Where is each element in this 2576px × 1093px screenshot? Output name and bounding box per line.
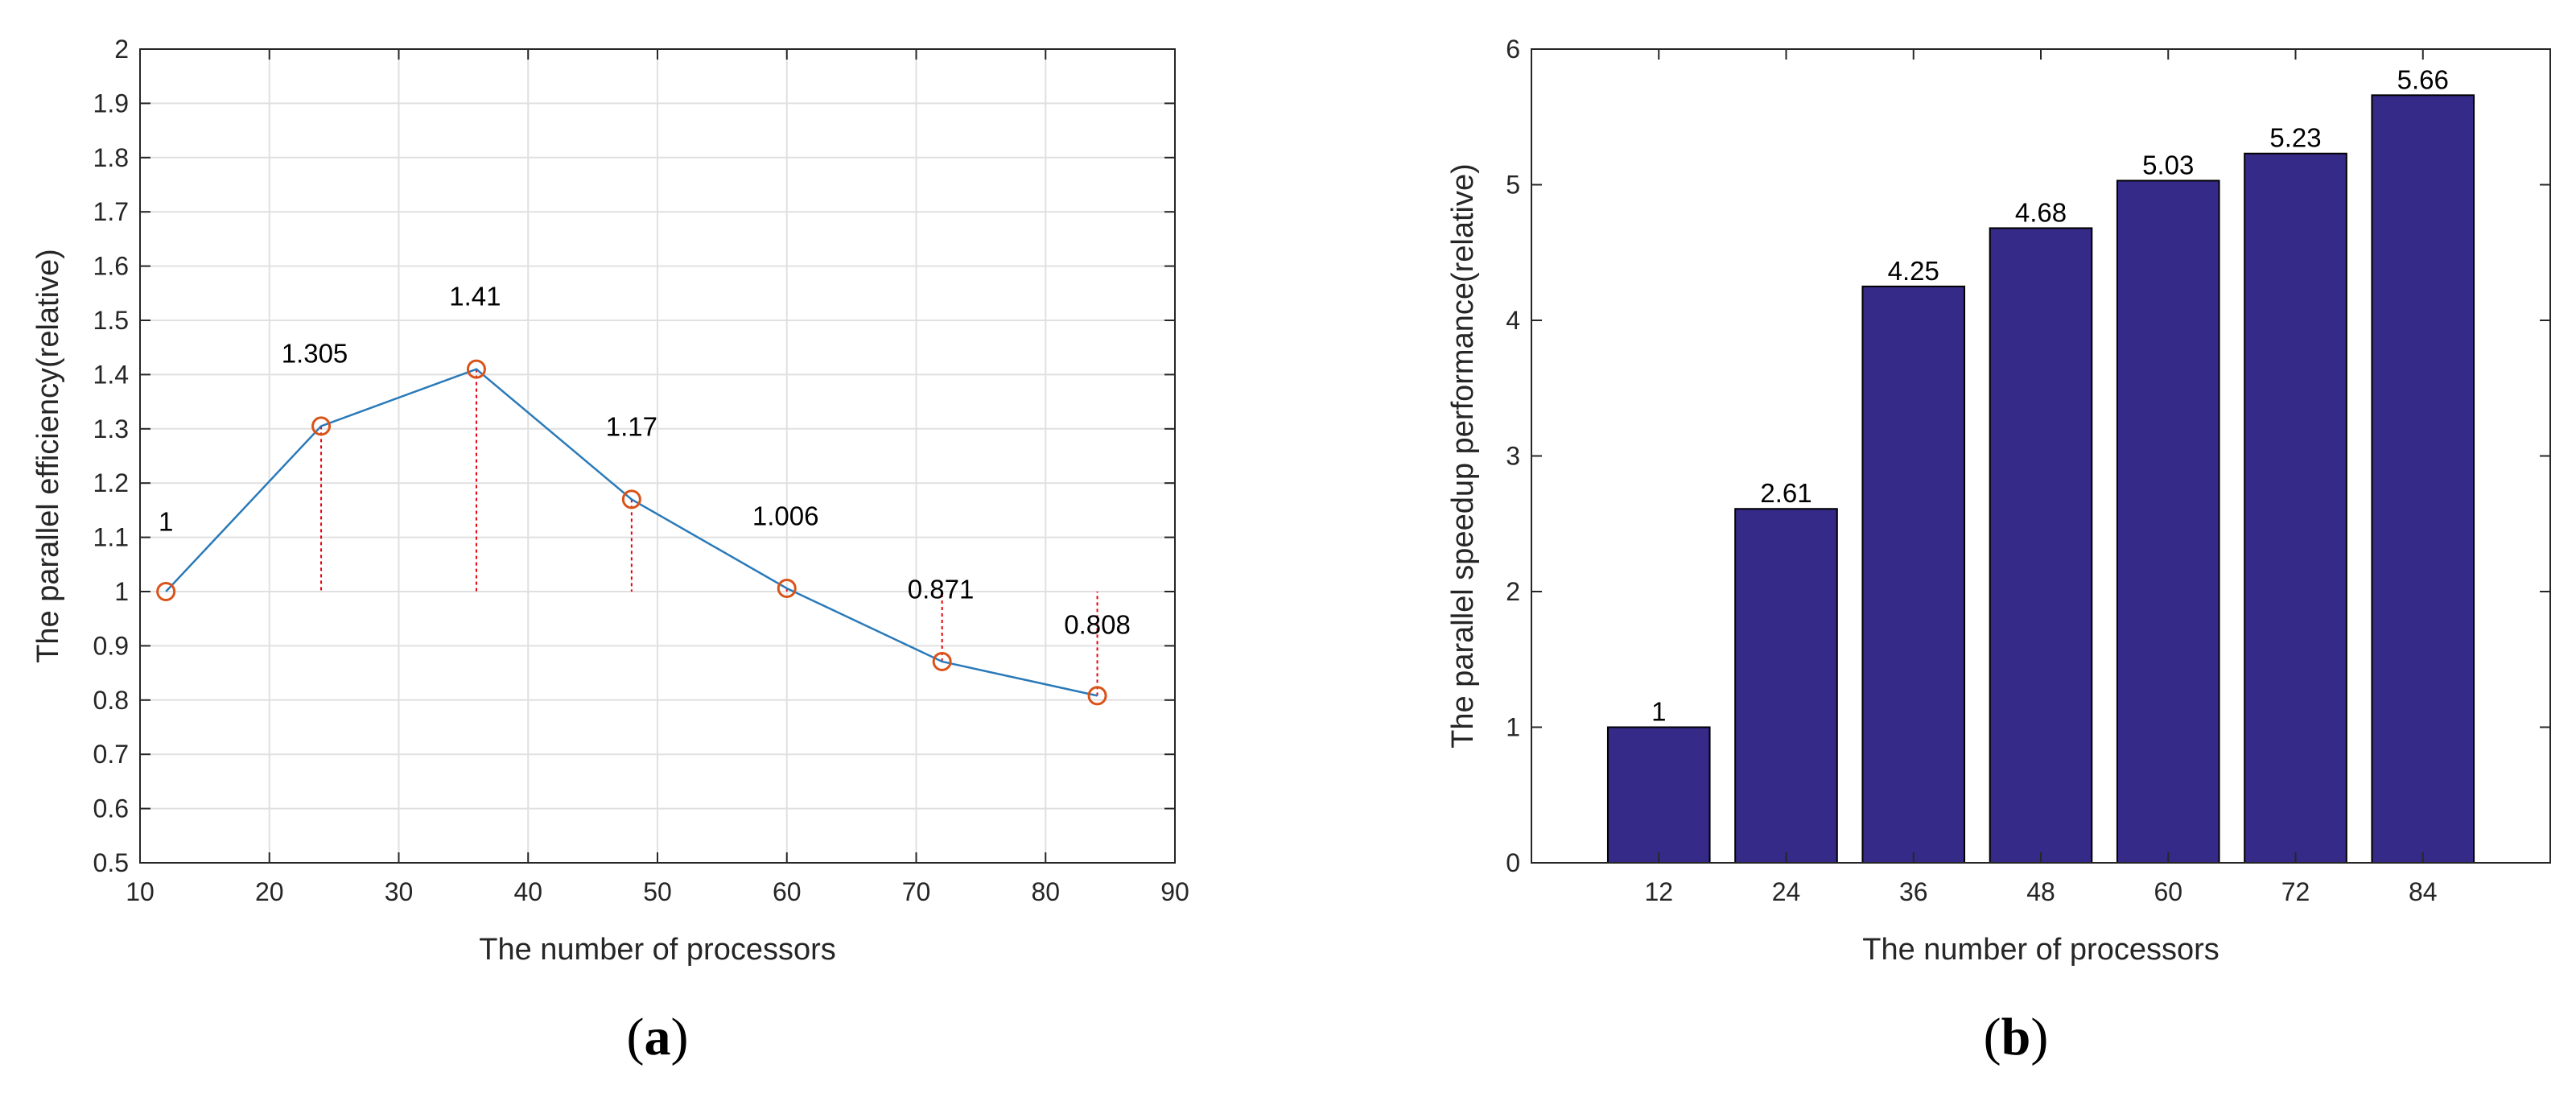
bar: [1861, 285, 1966, 864]
y-tick-label: 0.6: [93, 794, 129, 823]
x-tick-label: 20: [255, 877, 284, 906]
x-tick-label: 90: [1160, 877, 1189, 906]
y-tick-label: 5: [1506, 171, 1520, 200]
bar-value-label: 5.23: [2269, 123, 2321, 153]
bar-value-label: 2.61: [1760, 478, 1811, 508]
grid-lines: [139, 48, 1176, 864]
panel-caption-letter: a: [645, 1008, 671, 1066]
data-point-marker: [777, 578, 797, 598]
y-tick-label: 0.7: [93, 740, 129, 769]
data-labels: 1 2.61 4.25 4.68 5.03 5.23 5.66: [1651, 64, 2449, 726]
y-tick-label: 1.3: [93, 415, 129, 443]
panel-caption: (a): [627, 1008, 689, 1066]
bars: [1606, 94, 2475, 864]
efficiency-series-markers: [156, 359, 1107, 706]
x-tick-label: 70: [902, 877, 931, 906]
y-tick-label: 1.6: [93, 252, 129, 281]
panel-caption: (b): [1984, 1008, 2049, 1066]
y-tick-label: 6: [1506, 35, 1520, 64]
bar: [1606, 726, 1711, 864]
drop-lines: [320, 369, 1098, 696]
y-tick-label: 1.5: [93, 306, 129, 335]
bar-value-label: 1: [1651, 697, 1666, 727]
x-tick-label: 60: [2154, 877, 2182, 906]
y-tick-label: 1: [114, 577, 129, 606]
x-tick-label: 10: [126, 877, 155, 906]
data-label: 0.871: [908, 575, 975, 604]
bar: [1989, 227, 2093, 864]
y-tick-label: 4: [1506, 306, 1520, 335]
bar: [2116, 179, 2220, 864]
y-axis-ticks: 0.5 0.6 0.7 0.8 0.9 1 1.1 1.2 1.3 1.4 1.5 1.6 1.7 1.8…: [93, 35, 1175, 877]
data-point-marker: [156, 582, 176, 601]
y-tick-label: 0.8: [93, 686, 129, 715]
panel-caption-letter: b: [2001, 1008, 2031, 1066]
x-tick-label: 48: [2026, 877, 2055, 906]
data-point-marker: [466, 359, 486, 379]
bar-value-label: 5.03: [2142, 150, 2194, 179]
y-tick-label: 0.9: [93, 631, 129, 660]
x-tick-label: 24: [1772, 877, 1801, 906]
data-label: 1: [159, 506, 173, 536]
bar: [2244, 152, 2347, 864]
data-point-marker: [621, 489, 641, 509]
x-tick-label: 12: [1644, 877, 1673, 906]
y-tick-label: 1.1: [93, 523, 129, 552]
x-tick-label: 40: [513, 877, 542, 906]
bar-value-label: 5.66: [2397, 64, 2449, 94]
data-point-marker: [1087, 686, 1107, 706]
x-axis-label: The number of processors: [1862, 933, 2219, 967]
y-tick-label: 3: [1506, 442, 1520, 471]
y-tick-label: 2: [1506, 577, 1520, 606]
efficiency-series-line: [165, 368, 1098, 697]
x-tick-label: 80: [1031, 877, 1060, 906]
data-label: 1.006: [752, 501, 819, 531]
bar-value-label: 4.25: [1888, 256, 1939, 286]
bar: [2371, 94, 2475, 864]
data-point-marker: [311, 416, 332, 436]
data-label: 1.305: [282, 338, 348, 368]
y-tick-label: 1.9: [93, 89, 129, 118]
y-tick-label: 1.7: [93, 197, 129, 226]
efficiency-line-chart: 10 20 30 40 50 60 70 80 90 0.5 0.6 0.7 0.8 0.9 1 1.1 1.…: [31, 35, 1189, 1066]
y-tick-label: 2: [114, 35, 129, 64]
bar-value-label: 4.68: [2015, 197, 2067, 227]
x-tick-label: 84: [2409, 877, 2438, 906]
data-label: 1.17: [606, 411, 657, 441]
x-tick-label: 60: [773, 877, 802, 906]
y-axis-ticks: 0 1 2 3 4 5 6: [1506, 35, 2550, 877]
y-tick-label: 0: [1506, 848, 1520, 877]
bar: [1734, 508, 1838, 864]
y-tick-label: 1.2: [93, 468, 129, 497]
y-tick-label: 1: [1506, 713, 1520, 742]
x-axis-ticks: 12 24 36 48 60 72 84: [1644, 49, 2438, 906]
x-tick-label: 36: [1899, 877, 1928, 906]
data-label: 1.41: [449, 282, 501, 311]
y-tick-label: 1.8: [93, 143, 129, 172]
data-point-marker: [932, 651, 952, 671]
x-tick-label: 72: [2281, 877, 2310, 906]
x-tick-label: 50: [643, 877, 672, 906]
x-axis-ticks: 10 20 30 40 50 60 70 80 90: [126, 49, 1189, 906]
x-axis-label: The number of processors: [479, 933, 836, 967]
x-tick-label: 30: [385, 877, 414, 906]
data-labels: 1 1.305 1.41 1.17 1.006 0.871 0.808: [159, 282, 1131, 640]
y-axis-label: The parallel speedup performance(relativ…: [1446, 163, 1480, 749]
y-tick-label: 0.5: [93, 848, 129, 877]
data-label: 0.808: [1064, 609, 1131, 639]
y-axis-label: The parallel efficiency(relative): [31, 249, 65, 663]
y-tick-label: 1.4: [93, 360, 129, 389]
